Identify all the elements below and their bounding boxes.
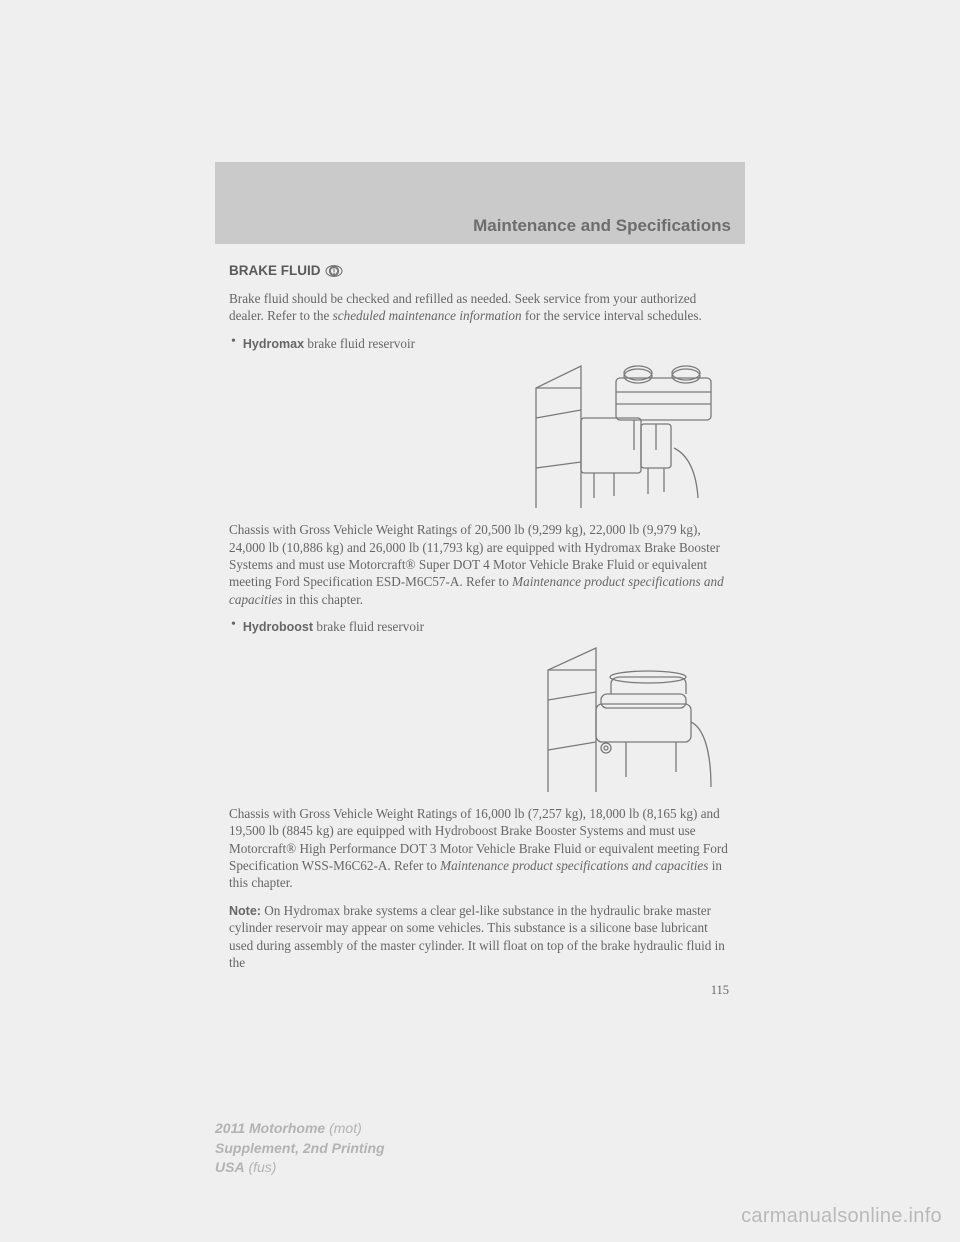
bullet-rest: brake fluid reservoir [313, 619, 424, 634]
intro-paragraph: Brake fluid should be checked and refill… [229, 290, 731, 325]
hydromax-paragraph: Chassis with Gross Vehicle Weight Rating… [229, 521, 731, 608]
watermark: carmanualsonline.info [741, 1205, 942, 1228]
bullet-bold: Hydroboost [243, 620, 313, 634]
intro-text-2: for the service interval schedules. [522, 308, 702, 323]
brake-fluid-icon [325, 264, 343, 278]
footer-region-code: (fus) [245, 1159, 277, 1175]
manual-page: Maintenance and Specifications BRAKE FLU… [215, 162, 745, 998]
footer-line-3: USA (fus) [215, 1158, 385, 1178]
note-body: On Hydromax brake systems a clear gel-li… [229, 903, 725, 970]
footer-line-1: 2011 Motorhome (mot) [215, 1119, 385, 1139]
bullet-bold: Hydromax [243, 337, 304, 351]
page-number: 115 [229, 982, 731, 999]
hydroboost-reservoir-figure [526, 642, 731, 797]
heading-text: BRAKE FLUID [229, 262, 321, 280]
hydroboost-italic: Maintenance product specifications and c… [440, 858, 708, 873]
section-header-title: Maintenance and Specifications [473, 216, 731, 236]
document-footer: 2011 Motorhome (mot) Supplement, 2nd Pri… [215, 1119, 385, 1178]
page-content: BRAKE FLUID Brake fluid should be checke… [215, 262, 745, 998]
brake-fluid-heading: BRAKE FLUID [229, 262, 731, 280]
bullet-text: Hydroboost brake fluid reservoir [243, 618, 731, 636]
section-header-band: Maintenance and Specifications [215, 162, 745, 244]
bullet-text: Hydromax brake fluid reservoir [243, 335, 731, 353]
hydroboost-paragraph: Chassis with Gross Vehicle Weight Rating… [229, 805, 731, 892]
bullet-dot: • [231, 618, 236, 632]
footer-line-2: Supplement, 2nd Printing [215, 1139, 385, 1159]
intro-italic: scheduled maintenance information [333, 308, 522, 323]
bullet-hydroboost: • Hydroboost brake fluid reservoir [229, 618, 731, 636]
bullet-rest: brake fluid reservoir [304, 336, 415, 351]
footer-region: USA [215, 1159, 245, 1175]
hydromax-text-2: in this chapter. [282, 592, 363, 607]
hydromax-reservoir-figure [526, 358, 731, 513]
note-bold: Note: [229, 904, 261, 918]
note-paragraph: Note: On Hydromax brake systems a clear … [229, 902, 731, 972]
footer-model-code: (mot) [325, 1120, 362, 1136]
bullet-hydromax: • Hydromax brake fluid reservoir [229, 335, 731, 353]
footer-model: 2011 Motorhome [215, 1120, 325, 1136]
bullet-dot: • [231, 335, 236, 349]
